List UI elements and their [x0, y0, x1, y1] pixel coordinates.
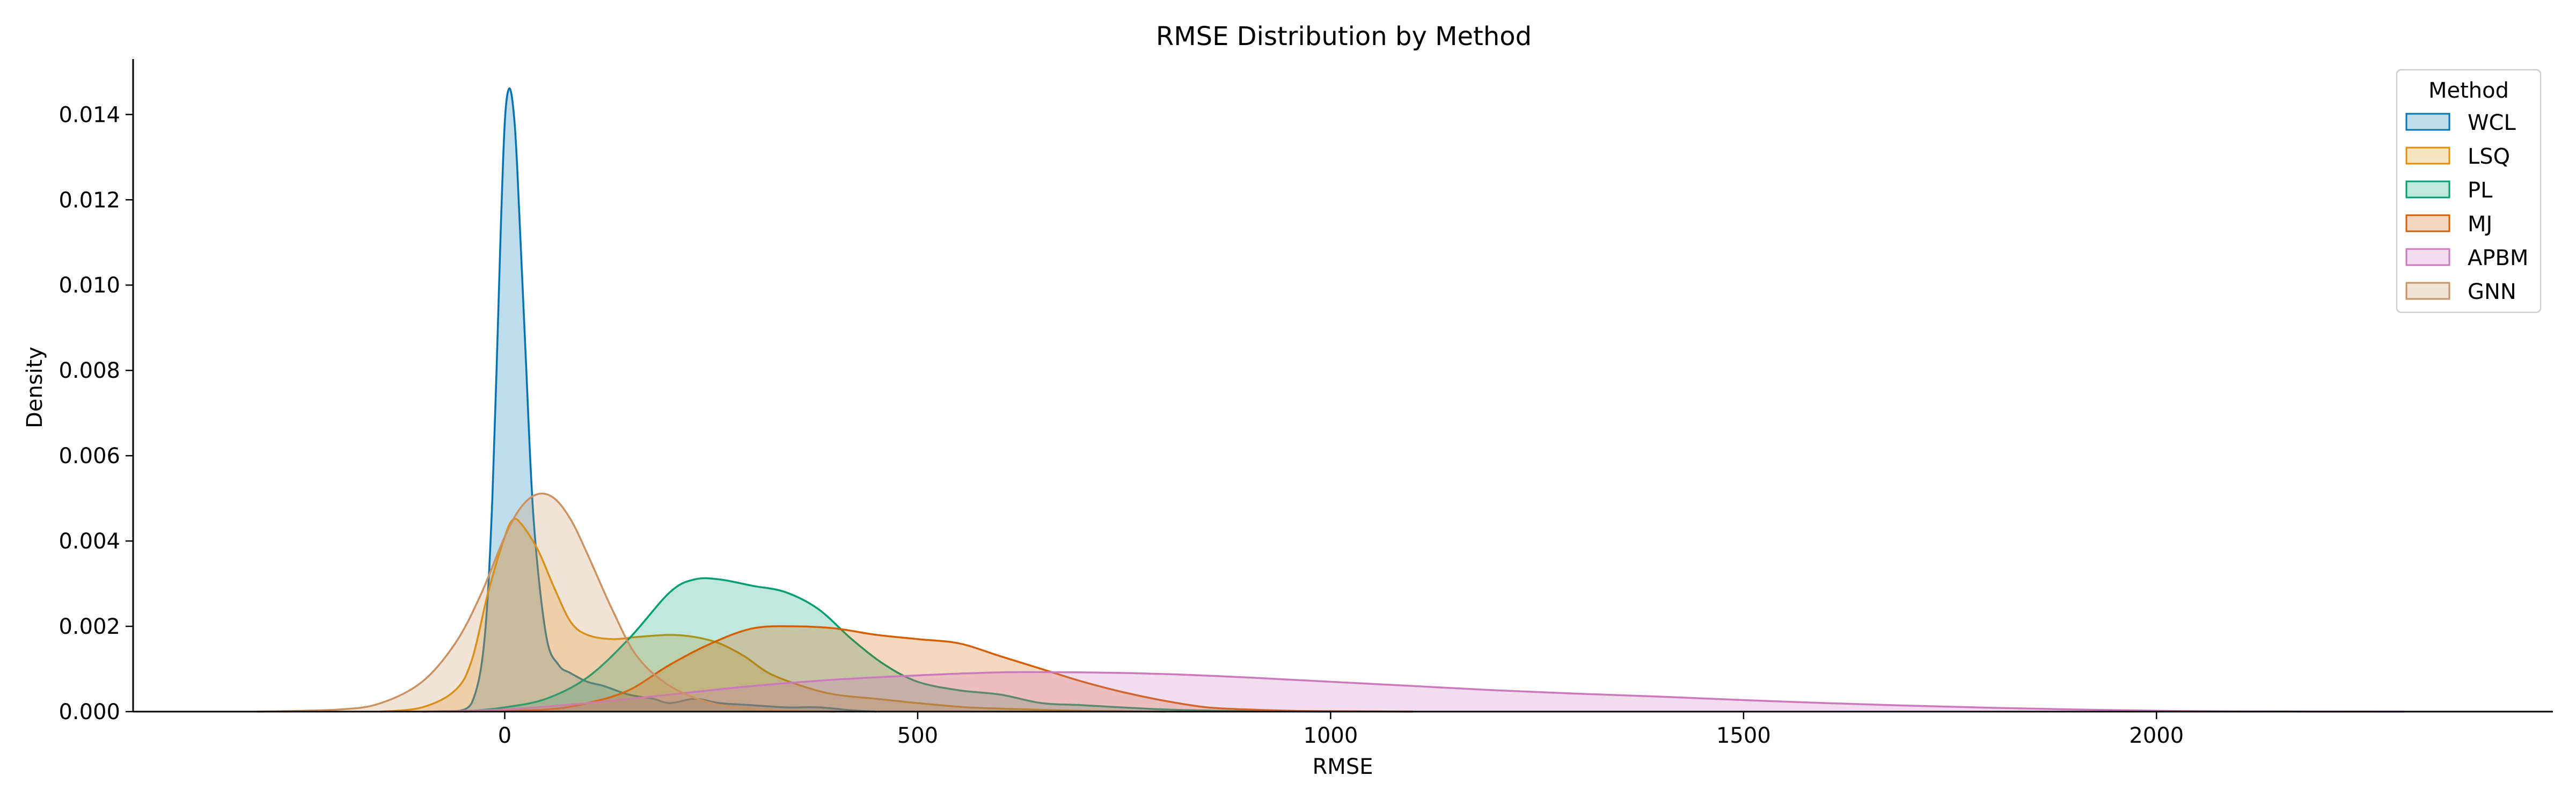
x-tick-label: 2000	[2129, 723, 2184, 748]
legend-swatch-gnn	[2405, 282, 2450, 300]
legend-swatch-pl	[2405, 180, 2450, 199]
x-tick-label: 500	[897, 723, 938, 748]
y-axis-title: Density	[23, 347, 47, 428]
y-axis-ticks: 0.000 0.002 0.004 0.006 0.008 0.010 0.012 0.014	[58, 103, 133, 724]
x-tick-label: 0	[498, 723, 511, 748]
legend-swatch-apbm	[2405, 248, 2450, 266]
series-area-pl	[463, 578, 1331, 712]
legend-swatch-lsq	[2405, 147, 2450, 165]
density-areas	[257, 87, 2405, 713]
legend-items: WCL LSQ PL MJ APBM GNN	[2405, 111, 2528, 304]
y-tick-label: 0.002	[58, 614, 120, 639]
x-tick-label: 1000	[1304, 723, 1358, 748]
legend-label-pl: PL	[2468, 178, 2493, 203]
series-area-apbm	[422, 672, 2404, 712]
series-line-mj	[463, 625, 1414, 713]
y-tick-label: 0.006	[58, 444, 120, 469]
x-axis-ticks: 0 500 1000 1500 2000	[498, 712, 2184, 748]
legend-label-wcl: WCL	[2468, 111, 2516, 135]
legend-label-lsq: LSQ	[2468, 144, 2510, 169]
series-area-mj	[463, 626, 1414, 712]
series-line-pl	[463, 577, 1331, 713]
legend-label-mj: MJ	[2468, 212, 2492, 237]
legend-label-gnn: GNN	[2468, 280, 2516, 304]
series-line-wcl	[455, 87, 877, 713]
x-tick-label: 1500	[1716, 723, 1771, 748]
y-tick-label: 0.004	[58, 529, 120, 554]
x-axis-title: RMSE	[1313, 755, 1373, 779]
legend-label-apbm: APBM	[2468, 246, 2528, 270]
y-tick-label: 0.012	[58, 188, 120, 213]
series-area-lsq	[380, 518, 1166, 712]
y-tick-label: 0.000	[58, 700, 120, 724]
series-area-gnn	[257, 493, 836, 712]
legend-title: Method	[2428, 78, 2509, 103]
y-tick-label: 0.010	[58, 273, 120, 298]
series-area-wcl	[455, 88, 877, 712]
y-tick-label: 0.008	[58, 358, 120, 383]
legend: Method WCL LSQ PL MJ APBM GNN	[2396, 69, 2542, 313]
series-line-lsq	[380, 517, 1166, 713]
y-tick-label: 0.014	[58, 103, 120, 127]
chart-title: RMSE Distribution by Method	[1156, 21, 1532, 52]
legend-swatch-mj	[2405, 214, 2450, 232]
legend-swatch-wcl	[2405, 113, 2450, 131]
series-line-gnn	[257, 492, 836, 713]
series-line-apbm	[422, 671, 2405, 713]
